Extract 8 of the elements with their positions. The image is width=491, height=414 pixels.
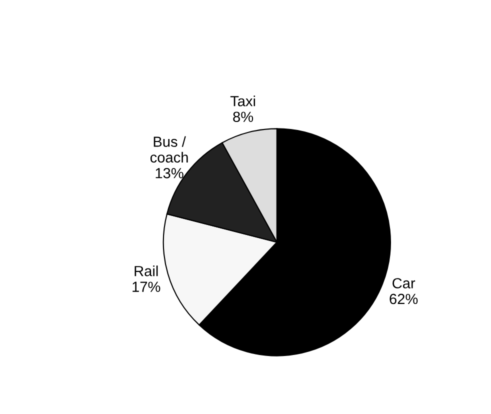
slice-label: Rail	[134, 266, 158, 276]
data-label: 62%	[390, 294, 418, 304]
data-label: 8%	[233, 112, 254, 122]
slice-label: Bus / coach	[150, 136, 188, 163]
data-label: 13%	[156, 168, 184, 178]
slice-label: Car	[392, 278, 416, 288]
data-label: 17%	[132, 282, 160, 292]
slice-label: Taxi	[230, 96, 256, 106]
